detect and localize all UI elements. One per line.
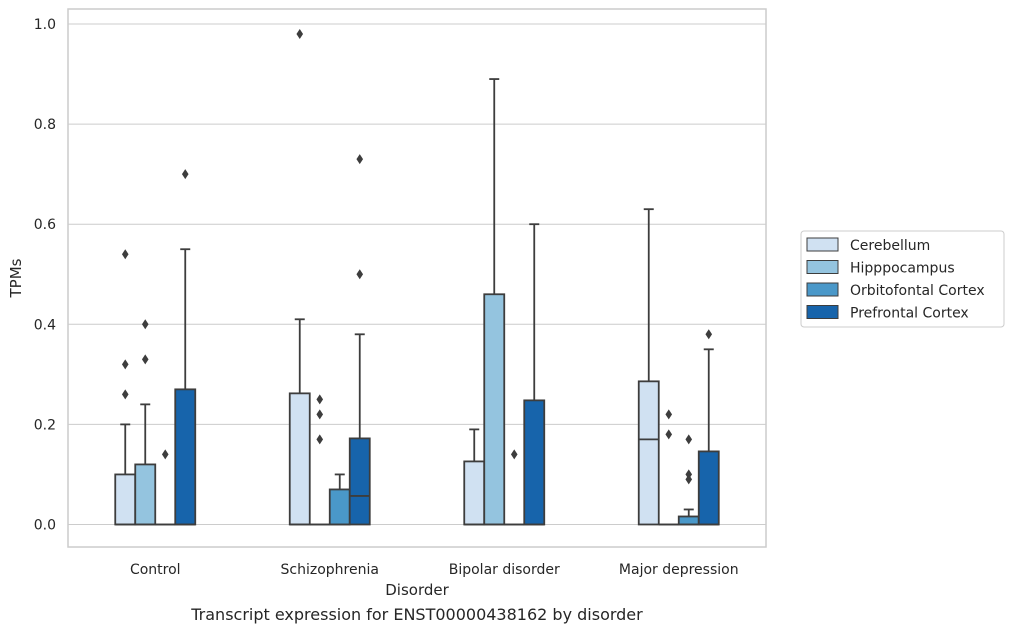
outlier-point <box>316 409 324 420</box>
outlier-point <box>665 429 673 440</box>
box-orbitofontal-cortex <box>328 473 351 526</box>
x-tick-label: Control <box>130 562 181 578</box>
box-cerebellum <box>114 249 137 526</box>
y-tick-label: 0.4 <box>34 317 56 333</box>
y-tick-label: 1.0 <box>34 17 56 33</box>
legend-swatch <box>806 305 839 319</box>
box-cerebellum <box>637 208 660 526</box>
legend-label: Prefrontal Cortex <box>850 306 969 322</box>
box-hipppocampus <box>483 78 506 526</box>
outlier-point <box>181 169 189 180</box>
box-prefrontal-cortex <box>174 169 197 526</box>
box-body <box>677 515 700 526</box>
box-body <box>523 399 546 526</box>
box-body <box>348 437 371 526</box>
box-prefrontal-cortex <box>523 223 546 526</box>
box-orbitofontal-cortex <box>504 449 525 526</box>
y-tick-label: 0.0 <box>34 517 56 533</box>
legend-frame <box>800 230 1005 328</box>
box-body <box>288 392 311 526</box>
box-hipppocampus <box>658 409 679 526</box>
outlier-point <box>121 389 129 400</box>
figure-caption: Transcript expression for ENST0000043816… <box>191 605 643 624</box>
outlier-point <box>665 409 673 420</box>
outlier-point <box>316 434 324 445</box>
box-cerebellum <box>288 29 311 526</box>
outlier-point <box>296 29 304 40</box>
box-orbitofontal-cortex <box>155 449 176 526</box>
outlier-point <box>316 394 324 405</box>
y-axis-label: TPMs <box>7 258 25 298</box>
legend-label: Orbitofontal Cortex <box>850 283 985 299</box>
box-body <box>134 463 157 526</box>
outlier-point <box>685 469 693 480</box>
box-body <box>637 380 660 526</box>
x-tick-label: Schizophrenia <box>281 562 379 578</box>
y-tick-label: 0.6 <box>34 217 56 233</box>
box-body <box>114 473 137 526</box>
outlier-point <box>356 269 364 280</box>
y-tick-label: 0.2 <box>34 417 56 433</box>
outlier-point <box>121 249 129 260</box>
plot-frame <box>67 8 767 548</box>
outlier-point <box>705 329 713 340</box>
box-prefrontal-cortex <box>697 329 720 526</box>
legend-swatch <box>806 282 839 297</box>
outlier-point <box>121 359 129 370</box>
outlier-point <box>685 474 693 485</box>
outlier-point <box>685 434 693 445</box>
outlier-point <box>510 449 518 460</box>
outlier-point <box>161 449 169 460</box>
legend-label: Cerebellum <box>850 238 930 254</box>
box-hipppocampus <box>309 394 330 526</box>
outlier-point <box>141 354 149 365</box>
outlier-point <box>141 319 149 330</box>
box-prefrontal-cortex <box>348 154 371 526</box>
legend-label: Hipppocampus <box>850 261 955 277</box>
box-body <box>483 293 506 526</box>
box-body <box>174 388 197 526</box>
box-hipppocampus <box>134 319 157 526</box>
x-tick-label: Major depression <box>619 562 739 578</box>
y-tick-label: 0.8 <box>34 117 56 133</box>
box-body <box>697 450 720 526</box>
x-axis-label: Disorder <box>385 581 449 599</box>
box-cerebellum <box>463 428 486 526</box>
legend-swatch <box>806 237 839 252</box>
outlier-point <box>356 154 364 165</box>
x-tick-label: Bipolar disorder <box>449 562 560 578</box>
box-orbitofontal-cortex <box>677 434 700 526</box>
box-body <box>463 460 486 526</box>
box-body <box>328 488 351 526</box>
legend-swatch <box>806 260 839 274</box>
